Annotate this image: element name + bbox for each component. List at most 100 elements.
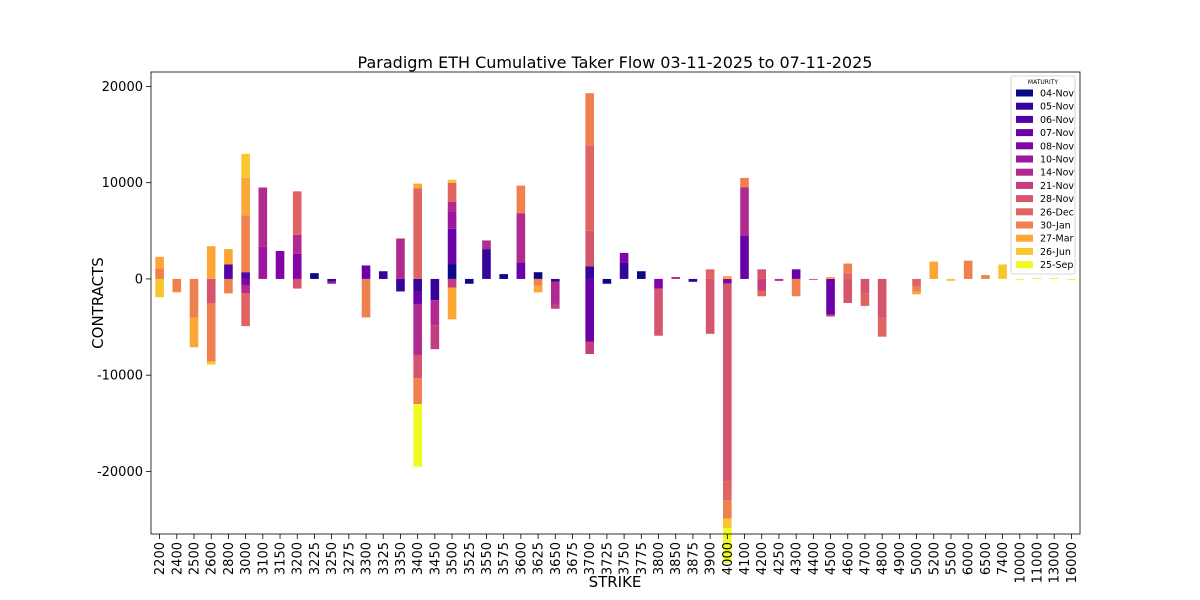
bar-segment (447, 228, 457, 265)
bar-segment (413, 278, 422, 292)
y-tick-label: 20000 (102, 80, 143, 95)
bar-segment (723, 528, 732, 563)
bar-segment (430, 278, 440, 301)
bar-segment (413, 188, 422, 279)
legend-swatch (1016, 89, 1033, 97)
x-tick-label: 4200 (755, 542, 770, 575)
x-tick-label: 6000 (962, 542, 977, 575)
bar-segment (619, 252, 629, 263)
x-tick-label: 5000 (910, 542, 925, 575)
bar-segment (447, 201, 457, 212)
bar-segment (757, 278, 767, 291)
x-tick-label: 4600 (841, 542, 856, 575)
x-tick-label: 7400 (996, 542, 1011, 575)
bar-segment (516, 213, 526, 263)
x-tick-label: 4400 (807, 542, 822, 575)
bar-segment (585, 341, 594, 355)
legend-swatch (1016, 247, 1033, 255)
bar-segment (705, 278, 715, 334)
x-tick-label: 4900 (893, 542, 908, 575)
bar-segment (482, 249, 491, 279)
x-tick-label: 3225 (308, 542, 323, 575)
bar-stacks (155, 93, 1076, 563)
bar-segment (413, 354, 422, 379)
x-axis: 2200 2400 2500 2600 2800 3000 3100 3150 3200 3225… (153, 534, 1080, 583)
x-tick-label: 5200 (927, 542, 942, 575)
bar-segment (378, 271, 388, 279)
bar-segment (396, 238, 405, 279)
x-tick-label: 4250 (772, 542, 787, 575)
legend-label: 21-Nov (1040, 181, 1074, 192)
x-tick-label: 4100 (738, 542, 753, 575)
y-tick-label: -10000 (97, 369, 143, 384)
bar-segment (826, 277, 835, 279)
x-tick-label: 4300 (790, 542, 805, 575)
bar-segment (482, 240, 491, 250)
bar-segment (912, 278, 921, 287)
legend-swatch (1016, 195, 1033, 203)
x-tick-label: 2600 (205, 542, 220, 575)
x-tick-label: 3600 (514, 542, 529, 575)
bar-segment (292, 278, 302, 289)
x-tick-label: 3500 (446, 542, 461, 575)
bar-segment (241, 272, 250, 279)
bar-segment (877, 278, 887, 318)
bar-segment (602, 278, 612, 284)
legend-label: 05-Nov (1040, 102, 1074, 113)
bar-segment (619, 262, 629, 279)
x-tick-label: 3625 (532, 542, 547, 575)
x-tick-label: 10000 (1013, 542, 1028, 583)
bar-segment (585, 266, 594, 279)
bar-segment (963, 260, 973, 279)
legend-label: 27-Mar (1040, 234, 1074, 245)
bar-segment (413, 183, 422, 189)
bar-segment (757, 269, 767, 279)
legend-swatch (1016, 155, 1033, 163)
bar-segment (241, 293, 250, 327)
bar-segment (241, 153, 250, 178)
bar-segment (860, 293, 870, 306)
x-tick-label: 16000 (1065, 542, 1080, 583)
bar-segment (241, 177, 250, 216)
legend-swatch (1016, 208, 1033, 216)
bar-segment (877, 317, 887, 337)
bar-segment (1032, 277, 1042, 279)
x-tick-label: 2500 (188, 542, 203, 575)
bar-segment (791, 278, 801, 297)
bar-segment (946, 278, 956, 281)
legend-swatch (1016, 181, 1033, 189)
bar-segment (585, 278, 594, 342)
bar-segment (413, 404, 422, 467)
x-tick-label: 4700 (858, 542, 873, 575)
y-tick-label: 0 (135, 272, 143, 287)
bar-segment (723, 276, 732, 279)
bar-segment (843, 278, 853, 303)
x-tick-label: 3450 (428, 542, 443, 575)
x-tick-label: 3675 (566, 542, 581, 575)
bar-segment (550, 278, 560, 282)
y-axis: -20000 -10000 0 10000 20000 (97, 80, 151, 480)
bar-segment (189, 317, 199, 348)
bar-segment (533, 278, 543, 286)
bar-segment (292, 191, 302, 235)
bar-segment (361, 278, 371, 318)
bar-segment (723, 283, 732, 482)
bar-segment (929, 261, 939, 279)
x-tick-label: 5500 (944, 542, 959, 575)
plot-frame (150, 71, 1081, 535)
x-tick-label: 4000 (721, 542, 736, 575)
x-tick-label: 4500 (824, 542, 839, 575)
y-tick-label: -20000 (97, 465, 143, 480)
x-tick-label: 3875 (686, 542, 701, 575)
bar-segment (723, 500, 732, 519)
bar-segment (740, 235, 749, 279)
bar-segment (447, 264, 457, 279)
bar-segment (585, 145, 594, 231)
bar-segment (413, 378, 422, 405)
bar-segment (723, 518, 732, 529)
bar-segment (430, 300, 440, 326)
legend-swatch (1016, 234, 1033, 242)
x-tick-label: 3725 (600, 542, 615, 575)
bar-segment (516, 262, 526, 279)
